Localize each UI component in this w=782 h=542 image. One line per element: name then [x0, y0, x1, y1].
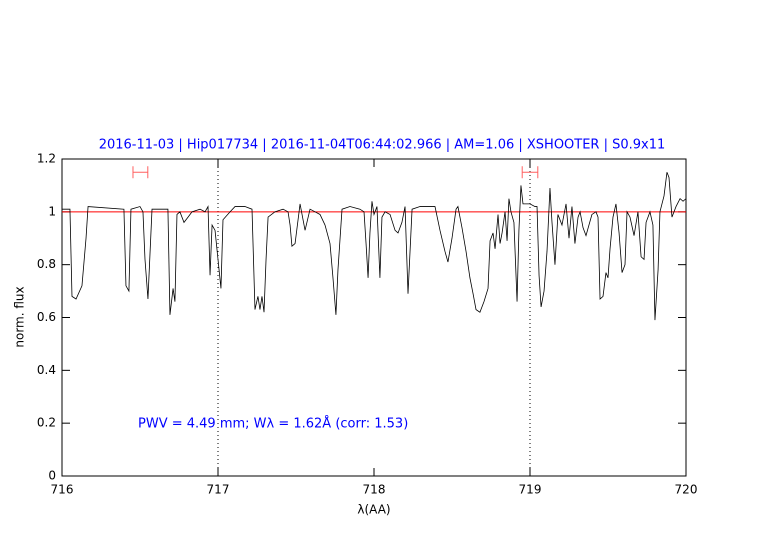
y-tick-label: 0 [48, 469, 56, 483]
y-tick-label: 0.2 [37, 416, 56, 430]
chart-title: 2016-11-03 | Hip017734 | 2016-11-04T06:4… [99, 138, 666, 153]
y-tick-label: 0.4 [37, 363, 56, 377]
y-tick-label: 0.6 [37, 310, 56, 324]
x-tick-label: 716 [51, 483, 74, 497]
annotation: PWV = 4.49 mm; Wλ = 1.62Å (corr: 1.53) [138, 416, 408, 432]
y-tick-label: 0.8 [37, 257, 56, 271]
range-marker [132, 166, 149, 179]
x-axis-label: λ(AA) [357, 503, 390, 517]
x-tick-label: 719 [519, 483, 542, 497]
x-tick-label: 717 [207, 483, 230, 497]
y-tick-label: 1.2 [37, 152, 56, 166]
spectrum-line [62, 172, 687, 321]
y-axis-label: norm. flux [13, 286, 27, 347]
range-marker [521, 166, 539, 179]
x-tick-label: 720 [675, 483, 698, 497]
x-tick-label: 718 [363, 483, 386, 497]
y-tick-label: 1 [48, 204, 56, 218]
